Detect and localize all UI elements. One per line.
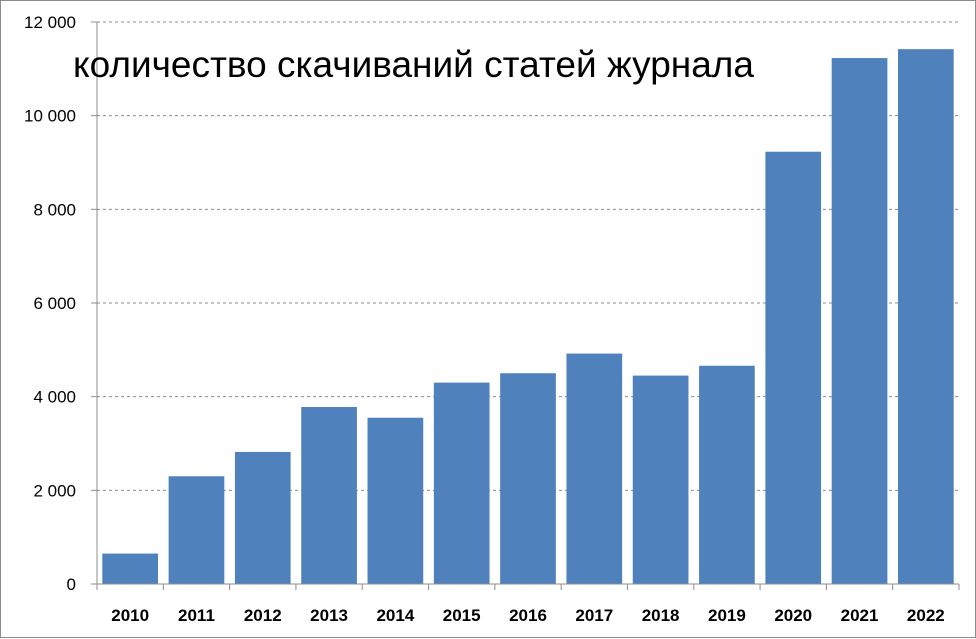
bars: [102, 49, 954, 585]
y-tick-label: 2 000: [33, 481, 76, 500]
x-tick-label: 2019: [708, 606, 746, 625]
bar-2019: [699, 365, 755, 584]
x-tick-labels: 2010 2011 2012 2013 2014 2015 2016 2017 2018 2019…: [111, 606, 945, 625]
x-tick-label: 2020: [774, 606, 812, 625]
x-tick-label: 2015: [443, 606, 481, 625]
x-tick-label: 2013: [310, 606, 348, 625]
bar-2014: [367, 417, 424, 584]
x-tick-label: 2022: [907, 606, 945, 625]
bar-2015: [433, 382, 490, 584]
y-tick-label: 0: [67, 575, 76, 594]
bar-2021: [831, 58, 888, 585]
bar-2010: [102, 553, 159, 584]
x-tick-label: 2021: [841, 606, 879, 625]
bar-2022: [897, 49, 954, 585]
x-tick-label: 2011: [178, 606, 215, 625]
y-tick-labels: 0 2 000 4 000 6 000 8 000 10 000 12 000: [24, 13, 76, 594]
bar-2017: [566, 353, 623, 584]
y-tick-label: 12 000: [24, 13, 76, 32]
axes: [91, 21, 960, 590]
x-tick-label: 2017: [575, 606, 613, 625]
x-tick-label: 2018: [642, 606, 680, 625]
y-tick-label: 8 000: [33, 200, 76, 219]
chart-title: количество скачиваний статей журнала: [73, 44, 754, 85]
bar-2018: [632, 375, 689, 584]
y-tick-label: 4 000: [33, 388, 76, 407]
x-tick-label: 2012: [244, 606, 282, 625]
x-tick-label: 2014: [376, 606, 414, 625]
bar-2016: [500, 373, 556, 584]
bar-2011: [168, 476, 225, 584]
bar-2020: [765, 151, 822, 584]
x-tick-label: 2010: [111, 606, 149, 625]
y-tick-label: 10 000: [24, 107, 76, 126]
y-tick-label: 6 000: [33, 294, 76, 313]
bar-2013: [301, 406, 357, 584]
x-tick-label: 2016: [509, 606, 547, 625]
bar-2012: [234, 451, 291, 584]
